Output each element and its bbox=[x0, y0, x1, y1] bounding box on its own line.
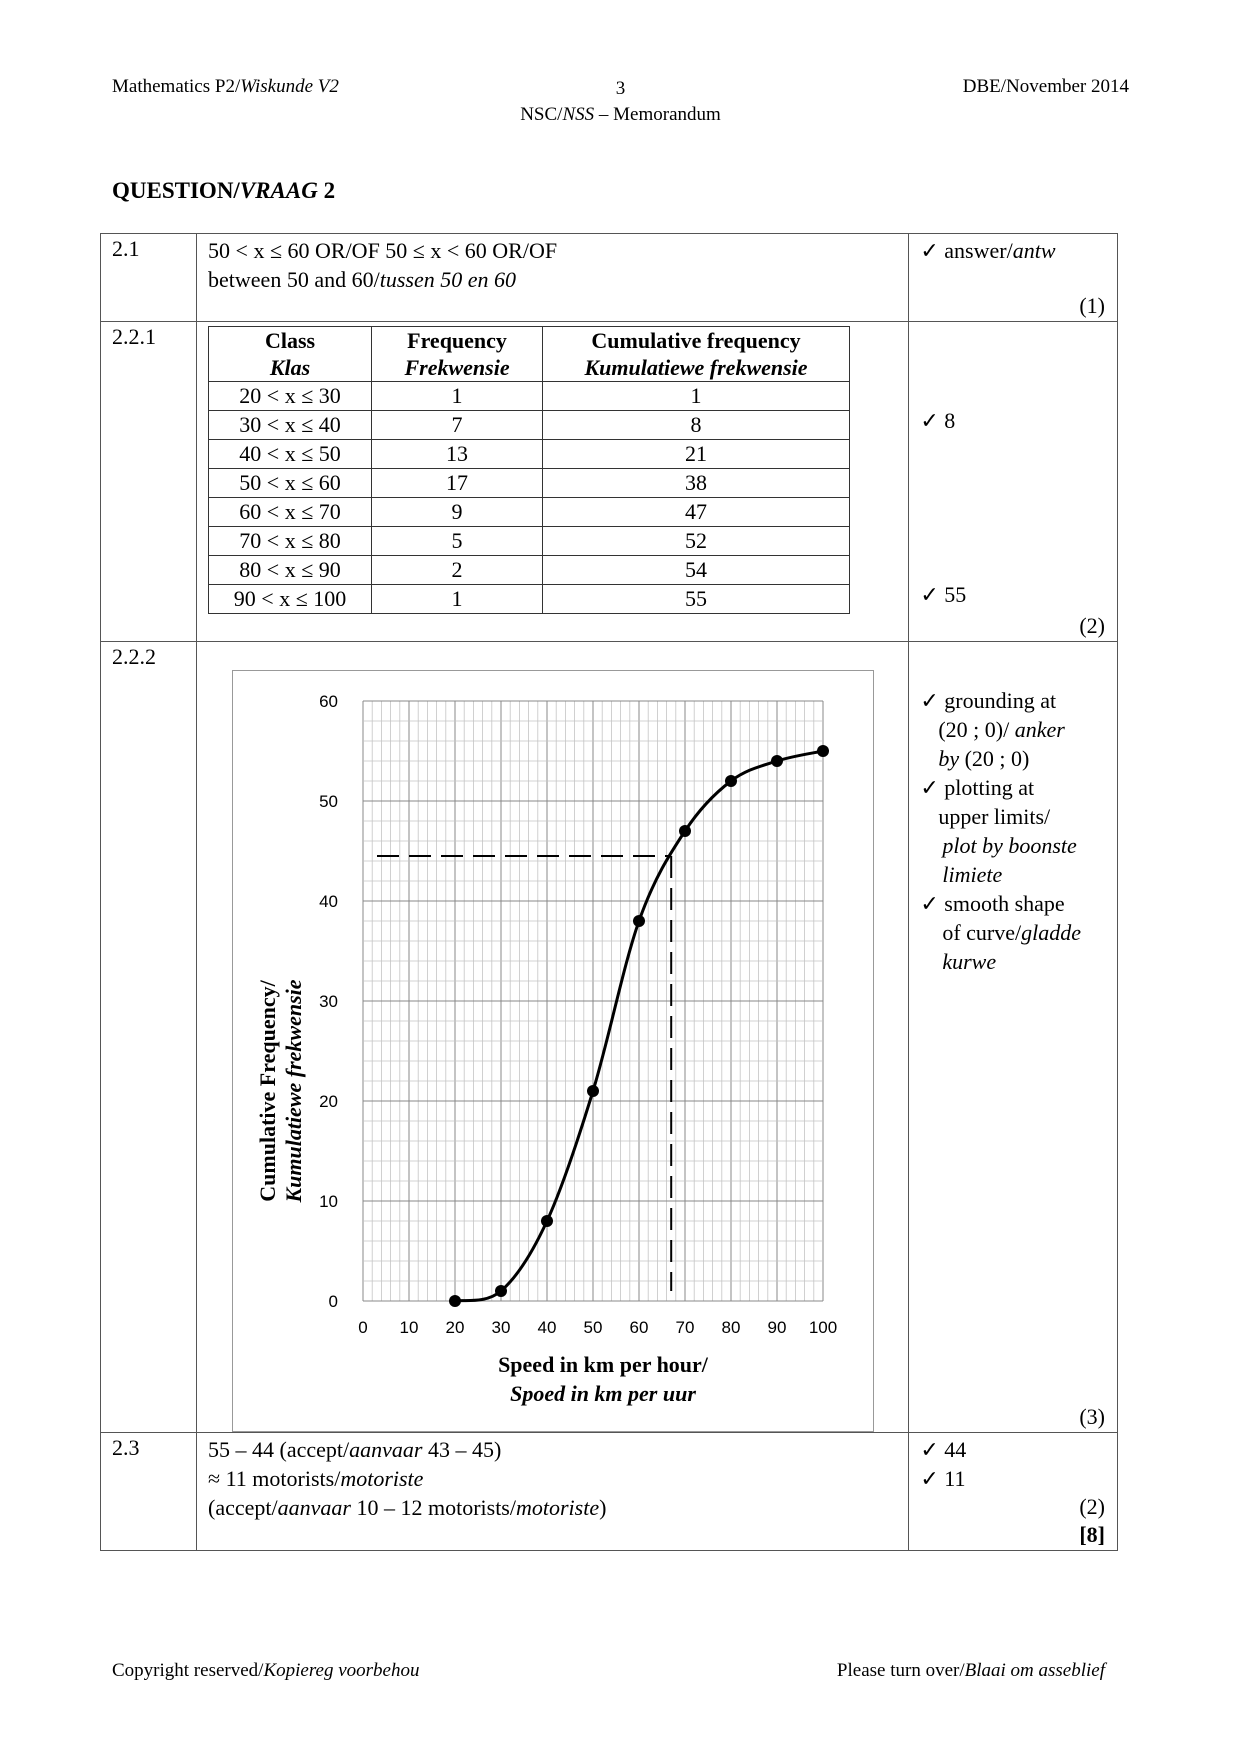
data-point bbox=[771, 755, 784, 767]
data-point bbox=[633, 915, 646, 927]
answer-line: ≈ 11 motorists/motoriste bbox=[208, 1466, 424, 1491]
question-number: 2.3 bbox=[99, 1432, 198, 1551]
answer-cell: 55 – 44 (accept/aanvaar 43 – 45) ≈ 11 mo… bbox=[196, 1432, 910, 1551]
question-number: 2.2.2 bbox=[99, 641, 198, 1433]
y-tick-label: 50 bbox=[319, 792, 338, 811]
y-tick-label: 40 bbox=[319, 892, 338, 911]
ogive-chart: 0 10 20 30 40 50 60 0 10 20 30 40 50 60 70 80 90 100 Spe… bbox=[232, 670, 875, 1432]
header-subject: Mathematics P2/Wiskunde V2 bbox=[112, 76, 339, 97]
table-header: Class Klas Frequency Frekwensie Cumulative… bbox=[208, 326, 851, 382]
table-row: 70 < x ≤ 80 5 52 bbox=[208, 526, 851, 556]
data-point bbox=[495, 1285, 508, 1297]
x-tick-label: 60 bbox=[630, 1318, 649, 1337]
question-number: 2.1 bbox=[99, 233, 198, 322]
x-tick-label: 90 bbox=[768, 1318, 787, 1337]
data-point bbox=[679, 825, 692, 837]
frequency-table: Class Klas Frequency Frekwensie Cumulative… bbox=[208, 326, 851, 614]
header-exam: DBE/November 2014 bbox=[962, 76, 1129, 97]
ogive-curve bbox=[454, 749, 824, 1303]
data-points bbox=[449, 745, 830, 1307]
y-tick-label: 30 bbox=[319, 992, 338, 1011]
column-header: Class Klas bbox=[208, 326, 373, 382]
mark-item: ✓ answer/antw bbox=[920, 238, 1056, 263]
guide-lines bbox=[377, 855, 673, 1291]
answer-line: (accept/aanvaar 10 – 12 motorists/motori… bbox=[208, 1495, 607, 1520]
mark-item: ✓ grounding at (20 ; 0)/ anker by (20 ; … bbox=[920, 688, 1065, 771]
table-row: 40 < x ≤ 50 13 21 bbox=[208, 439, 851, 469]
answer-line: between 50 and 60/tussen 50 en 60 bbox=[208, 267, 516, 292]
marks-cell: ✓ grounding at (20 ; 0)/ anker by (20 ; … bbox=[908, 641, 1118, 1433]
answer-cell: 50 < x ≤ 60 OR/OF 50 ≤ x < 60 OR/OF betw… bbox=[196, 233, 910, 322]
y-axis-label: Cumulative Frequency/ bbox=[255, 979, 280, 1201]
data-point bbox=[541, 1215, 554, 1227]
y-tick-label: 60 bbox=[319, 692, 338, 711]
data-point bbox=[449, 1295, 462, 1307]
y-tick-label: 20 bbox=[319, 1092, 338, 1111]
x-tick-label: 0 bbox=[358, 1318, 367, 1337]
mark-item: ✓ smooth shape of curve/gladde kurwe bbox=[920, 891, 1082, 974]
question-number: 2.2.1 bbox=[99, 321, 198, 642]
mark-item: ✓ 55 bbox=[920, 582, 967, 607]
ogive-svg: 0 10 20 30 40 50 60 0 10 20 30 40 50 60 70 80 90 100 Spe… bbox=[255, 692, 837, 1406]
mark-item: ✓ 44 bbox=[920, 1437, 967, 1462]
y-tick-label: 10 bbox=[319, 1192, 338, 1211]
header-memo: NSC/NSS – Memorandum bbox=[520, 104, 721, 125]
marks-cell: ✓ 8 ✓ 55 (2) bbox=[908, 321, 1118, 642]
x-axis-label-af: Spoed in km per uur bbox=[510, 1381, 696, 1406]
page-number: 3 bbox=[615, 78, 626, 99]
row-2-2-2: 2.2.2 0 10 20 30 40 50 60 0 10 20 30 40 50 60 70 80 90 1… bbox=[99, 641, 1118, 1433]
question-title: QUESTION/VRAAG 2 bbox=[112, 178, 336, 203]
y-tick-label: 0 bbox=[329, 1292, 338, 1311]
table-row: 60 < x ≤ 70 9 47 bbox=[208, 497, 851, 527]
answer-cell: 0 10 20 30 40 50 60 0 10 20 30 40 50 60 70 80 90 100 Spe… bbox=[196, 641, 910, 1433]
ogive-line bbox=[454, 749, 824, 1303]
x-tick-label: 40 bbox=[538, 1318, 557, 1337]
mark-item: ✓ 11 bbox=[920, 1466, 966, 1491]
table-row: 80 < x ≤ 90 2 54 bbox=[208, 555, 851, 585]
x-tick-label: 30 bbox=[492, 1318, 511, 1337]
answer-cell: Class Klas Frequency Frekwensie Cumulative… bbox=[196, 321, 910, 642]
x-tick-label: 10 bbox=[400, 1318, 419, 1337]
mark-item: ✓ 8 bbox=[920, 408, 956, 433]
marks-cell: ✓ 44 ✓ 11 (2) [8] bbox=[908, 1432, 1118, 1551]
y-axis-ticks: 0 10 20 30 40 50 60 bbox=[319, 692, 338, 1311]
row-2-3: 2.3 55 – 44 (accept/aanvaar 43 – 45) ≈ 1… bbox=[99, 1432, 1118, 1551]
mark-total: (2) bbox=[1079, 613, 1105, 638]
data-point bbox=[587, 1085, 600, 1097]
grand-total: [8] bbox=[1079, 1522, 1105, 1547]
x-axis-label: Speed in km per hour/ bbox=[498, 1352, 709, 1377]
table-row: 30 < x ≤ 40 7 8 bbox=[208, 410, 851, 440]
memo-table: 2.1 50 < x ≤ 60 OR/OF 50 ≤ x < 60 OR/OF … bbox=[99, 233, 1118, 1551]
footer-turn-over: Please turn over/Blaai om asseblief bbox=[836, 1660, 1105, 1681]
x-tick-label: 100 bbox=[809, 1318, 837, 1337]
table-row: 90 < x ≤ 100 1 55 bbox=[208, 584, 851, 614]
column-header: Cumulative frequency Kumulatiewe frekwens… bbox=[542, 326, 851, 382]
answer-line: 50 < x ≤ 60 OR/OF 50 ≤ x < 60 OR/OF bbox=[208, 238, 558, 263]
table-row: 50 < x ≤ 60 17 38 bbox=[208, 468, 851, 498]
data-point bbox=[725, 775, 738, 787]
header-center: 3 NSC/NSS – Memorandum bbox=[0, 76, 1241, 128]
x-axis-ticks: 0 10 20 30 40 50 60 70 80 90 100 bbox=[358, 1318, 837, 1337]
mark-total: (2) bbox=[1079, 1494, 1105, 1519]
mark-total: (1) bbox=[1079, 293, 1105, 318]
column-header: Frequency Frekwensie bbox=[371, 326, 544, 382]
mark-total: (3) bbox=[1079, 1404, 1105, 1429]
table-row: 20 < x ≤ 30 1 1 bbox=[208, 381, 851, 411]
footer-copyright: Copyright reserved/Kopiereg voorbehou bbox=[112, 1660, 420, 1681]
chart-grid bbox=[362, 700, 824, 1302]
x-tick-label: 20 bbox=[446, 1318, 465, 1337]
marks-cell: ✓ answer/antw (1) bbox=[908, 233, 1118, 322]
x-tick-label: 50 bbox=[584, 1318, 603, 1337]
row-2-1: 2.1 50 < x ≤ 60 OR/OF 50 ≤ x < 60 OR/OF … bbox=[99, 233, 1118, 322]
y-axis-label-af: Kumulatiewe frekwensie bbox=[281, 979, 306, 1203]
mark-item: ✓ plotting at upper limits/ plot by boon… bbox=[920, 775, 1077, 887]
x-tick-label: 70 bbox=[676, 1318, 695, 1337]
answer-line: 55 – 44 (accept/aanvaar 43 – 45) bbox=[208, 1437, 502, 1462]
x-tick-label: 80 bbox=[722, 1318, 741, 1337]
data-point bbox=[817, 745, 830, 757]
row-2-2-1: 2.2.1 Class Klas Frequency Frekwensie Cumu… bbox=[99, 321, 1118, 642]
